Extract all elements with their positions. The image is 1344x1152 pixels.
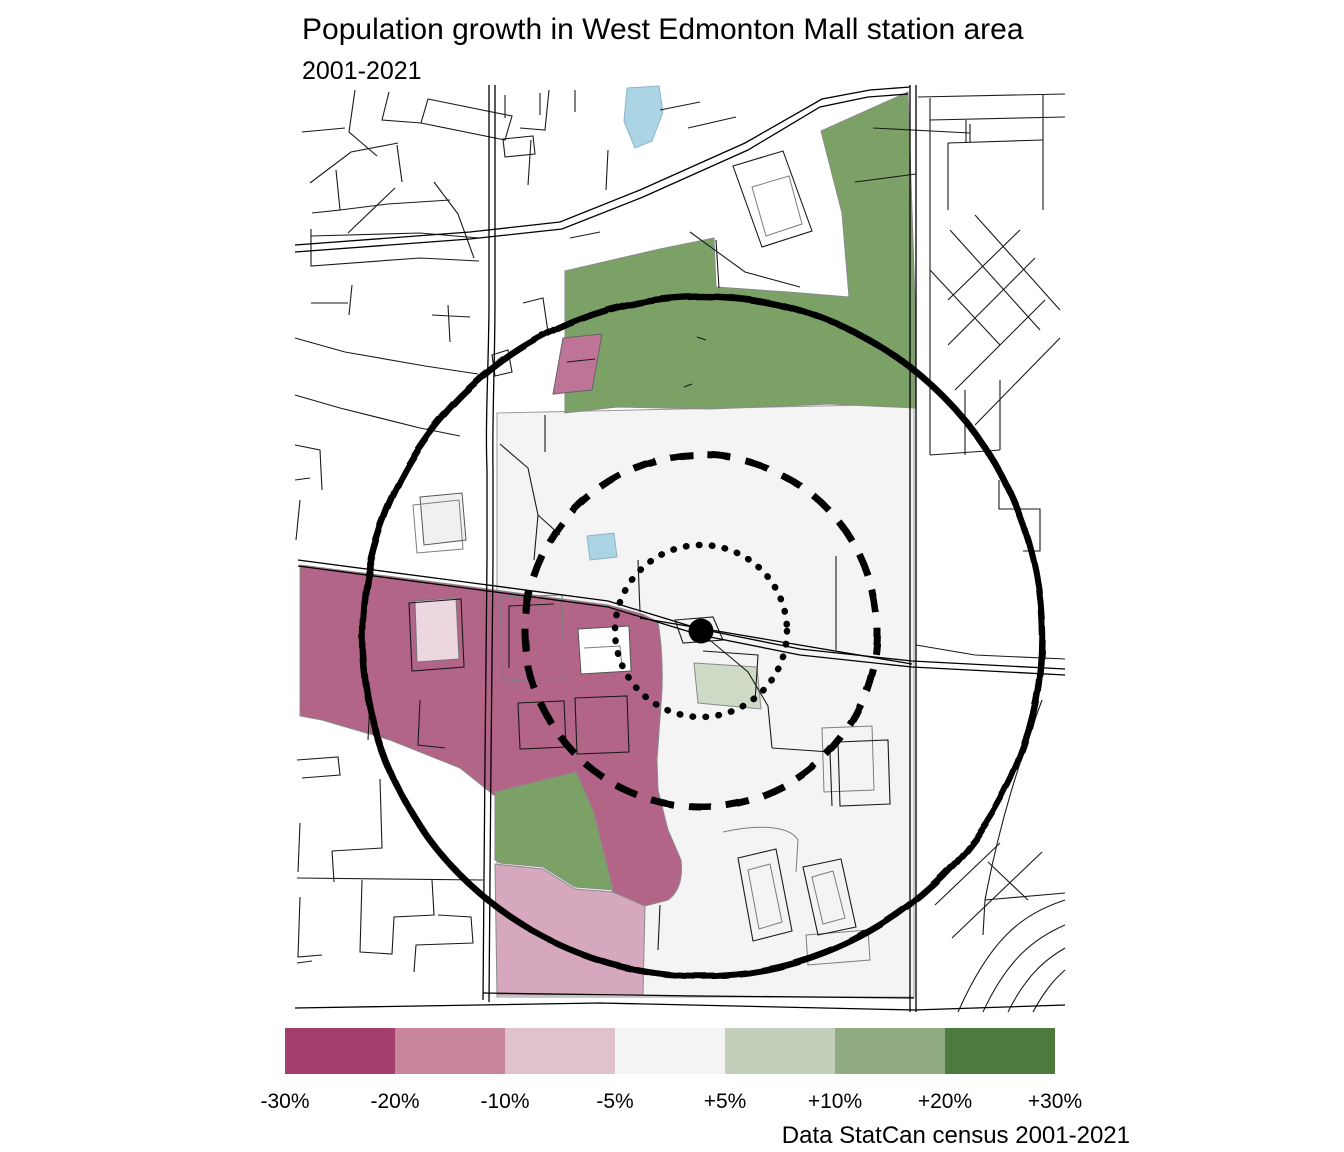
data-attribution: Data StatCan census 2001-2021 [781, 1122, 1130, 1149]
legend-label-plus5: +5% [703, 1090, 747, 1113]
legend-bin-5 [835, 1028, 945, 1074]
region-center-light-growth [693, 662, 762, 710]
legend-label-plus20: +20% [917, 1090, 973, 1113]
station-marker-dot [688, 618, 714, 644]
legend-bin-6 [945, 1028, 1055, 1074]
page-title: Population growth in West Edmonton Mall … [302, 13, 1024, 46]
legend-label-plus30: +30% [1027, 1090, 1083, 1113]
legend-label-minus30: -30% [260, 1090, 310, 1113]
legend-bin-1 [395, 1028, 505, 1074]
street-network-minor [294, 89, 1066, 1013]
legend-bin-4 [725, 1028, 835, 1074]
region-west-light-pocket [414, 597, 460, 663]
legend-label-plus10: +10% [807, 1090, 863, 1113]
region-north-small-decline [552, 333, 603, 395]
legend-label-minus20: -20% [370, 1090, 420, 1113]
legend-label-minus5: -5% [596, 1090, 634, 1113]
street-network-major [294, 85, 1066, 1012]
ring-outer-solid [358, 292, 1046, 980]
legend-bin-0 [285, 1028, 395, 1074]
region-north-growth [564, 91, 916, 414]
page-subtitle: 2001-2021 [302, 57, 422, 85]
ring-middle-dashed [521, 451, 881, 811]
legend-label-minus10: -10% [480, 1090, 530, 1113]
region-pale-block [419, 492, 467, 546]
region-south-growth [494, 771, 614, 891]
legend-color-bar [285, 1028, 1055, 1074]
legend-bin-2 [505, 1028, 615, 1074]
ring-inner-dotted [611, 541, 791, 721]
water-bodies [586, 85, 664, 561]
pond-center [586, 532, 618, 561]
building-outlines [412, 175, 875, 966]
distance-rings [358, 292, 1046, 980]
legend-bin-3 [615, 1028, 725, 1074]
pond-north [623, 85, 664, 149]
